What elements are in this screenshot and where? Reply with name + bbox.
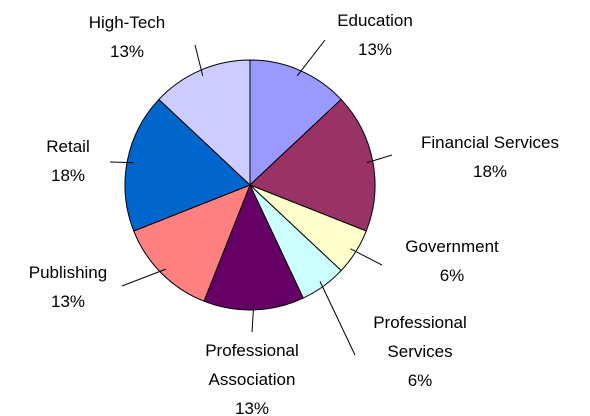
slice-label: Financial Services 18% bbox=[385, 128, 590, 186]
category-label: Financial Services bbox=[421, 133, 559, 152]
value-label: 13% bbox=[50, 292, 86, 311]
value-label: 6% bbox=[407, 371, 433, 390]
pie-slice bbox=[124, 98, 251, 232]
leader-line bbox=[296, 39, 326, 77]
value-label: 13% bbox=[234, 399, 270, 416]
slice-label: Professional Association 13% bbox=[172, 336, 332, 416]
slice-label: Retail 18% bbox=[18, 132, 118, 190]
category-label: Retail bbox=[46, 137, 90, 156]
category-label: Education bbox=[337, 11, 413, 30]
pie-slice bbox=[249, 98, 376, 232]
leader-line bbox=[194, 44, 204, 76]
slice-label: High-Tech 13% bbox=[62, 8, 192, 66]
category-label: Professional Services bbox=[373, 313, 467, 361]
slice-label: Publishing 13% bbox=[0, 258, 136, 316]
category-label: Government bbox=[405, 237, 499, 256]
category-label: Professional Association bbox=[205, 341, 299, 389]
category-label: Publishing bbox=[28, 263, 108, 282]
slice-label: Education 13% bbox=[310, 6, 440, 64]
leader-line bbox=[109, 161, 134, 164]
category-label: High-Tech bbox=[88, 13, 166, 32]
value-label: 6% bbox=[439, 266, 465, 285]
slice-label: Professional Services 6% bbox=[355, 308, 485, 395]
leader-line bbox=[366, 154, 393, 164]
pie-slice bbox=[249, 59, 342, 187]
pie-slice bbox=[158, 59, 251, 187]
value-label: 18% bbox=[50, 166, 86, 185]
leader-line bbox=[350, 248, 383, 266]
pie-slice bbox=[203, 183, 304, 311]
leader-line bbox=[251, 303, 255, 333]
leader-line bbox=[319, 281, 356, 356]
leader-line bbox=[121, 268, 167, 287]
value-label: 13% bbox=[357, 40, 393, 59]
slice-label: Government 6% bbox=[382, 232, 522, 290]
pie-slice bbox=[133, 184, 251, 302]
value-label: 13% bbox=[109, 42, 145, 61]
value-label: 18% bbox=[472, 162, 508, 181]
